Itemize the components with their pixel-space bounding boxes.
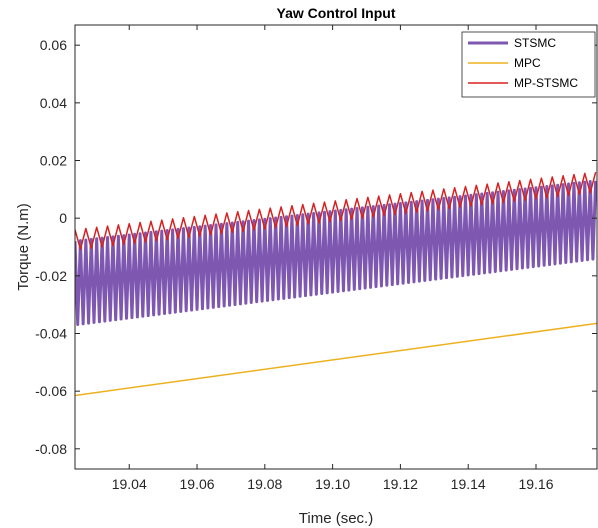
y-tick-label: -0.04 bbox=[35, 325, 67, 341]
x-tick-label: 19.10 bbox=[315, 476, 350, 492]
series-line-mp-stsmc bbox=[75, 172, 597, 251]
axis-ticks: 19.04 19.06 19.08 19.10 19.12 19.14 19.16 0.06 0… bbox=[35, 25, 597, 492]
plot-data bbox=[75, 172, 597, 397]
y-tick-label: -0.02 bbox=[35, 268, 67, 284]
chart-title: Yaw Control Input bbox=[277, 5, 396, 21]
y-tick-label: 0.06 bbox=[40, 37, 67, 53]
x-axis-label: Time (sec.) bbox=[299, 510, 373, 527]
x-tick-label: 19.08 bbox=[247, 476, 282, 492]
x-tick-label: 19.12 bbox=[383, 476, 418, 492]
legend-label-mpc: MPC bbox=[514, 56, 541, 70]
x-tick-label: 19.06 bbox=[180, 476, 215, 492]
legend-label-stsmc: STSMC bbox=[514, 36, 556, 50]
x-tick-label: 19.14 bbox=[451, 476, 486, 492]
legend-label-mp-stsmc: MP-STSMC bbox=[514, 76, 578, 90]
y-tick-label: 0.02 bbox=[40, 153, 67, 169]
x-tick-label: 19.16 bbox=[518, 476, 553, 492]
plot-frame bbox=[74, 24, 598, 470]
legend: STSMC MPC MP-STSMC bbox=[461, 31, 596, 98]
y-tick-label: 0 bbox=[59, 210, 67, 226]
series-line-mpc bbox=[75, 322, 597, 397]
series-line-stsmc bbox=[75, 179, 597, 326]
y-tick-label: -0.06 bbox=[35, 383, 67, 399]
y-axis-label: Torque (N.m) bbox=[15, 203, 32, 291]
y-tick-label: 0.04 bbox=[40, 95, 67, 111]
x-tick-label: 19.04 bbox=[112, 476, 147, 492]
y-tick-label: -0.08 bbox=[35, 441, 67, 457]
